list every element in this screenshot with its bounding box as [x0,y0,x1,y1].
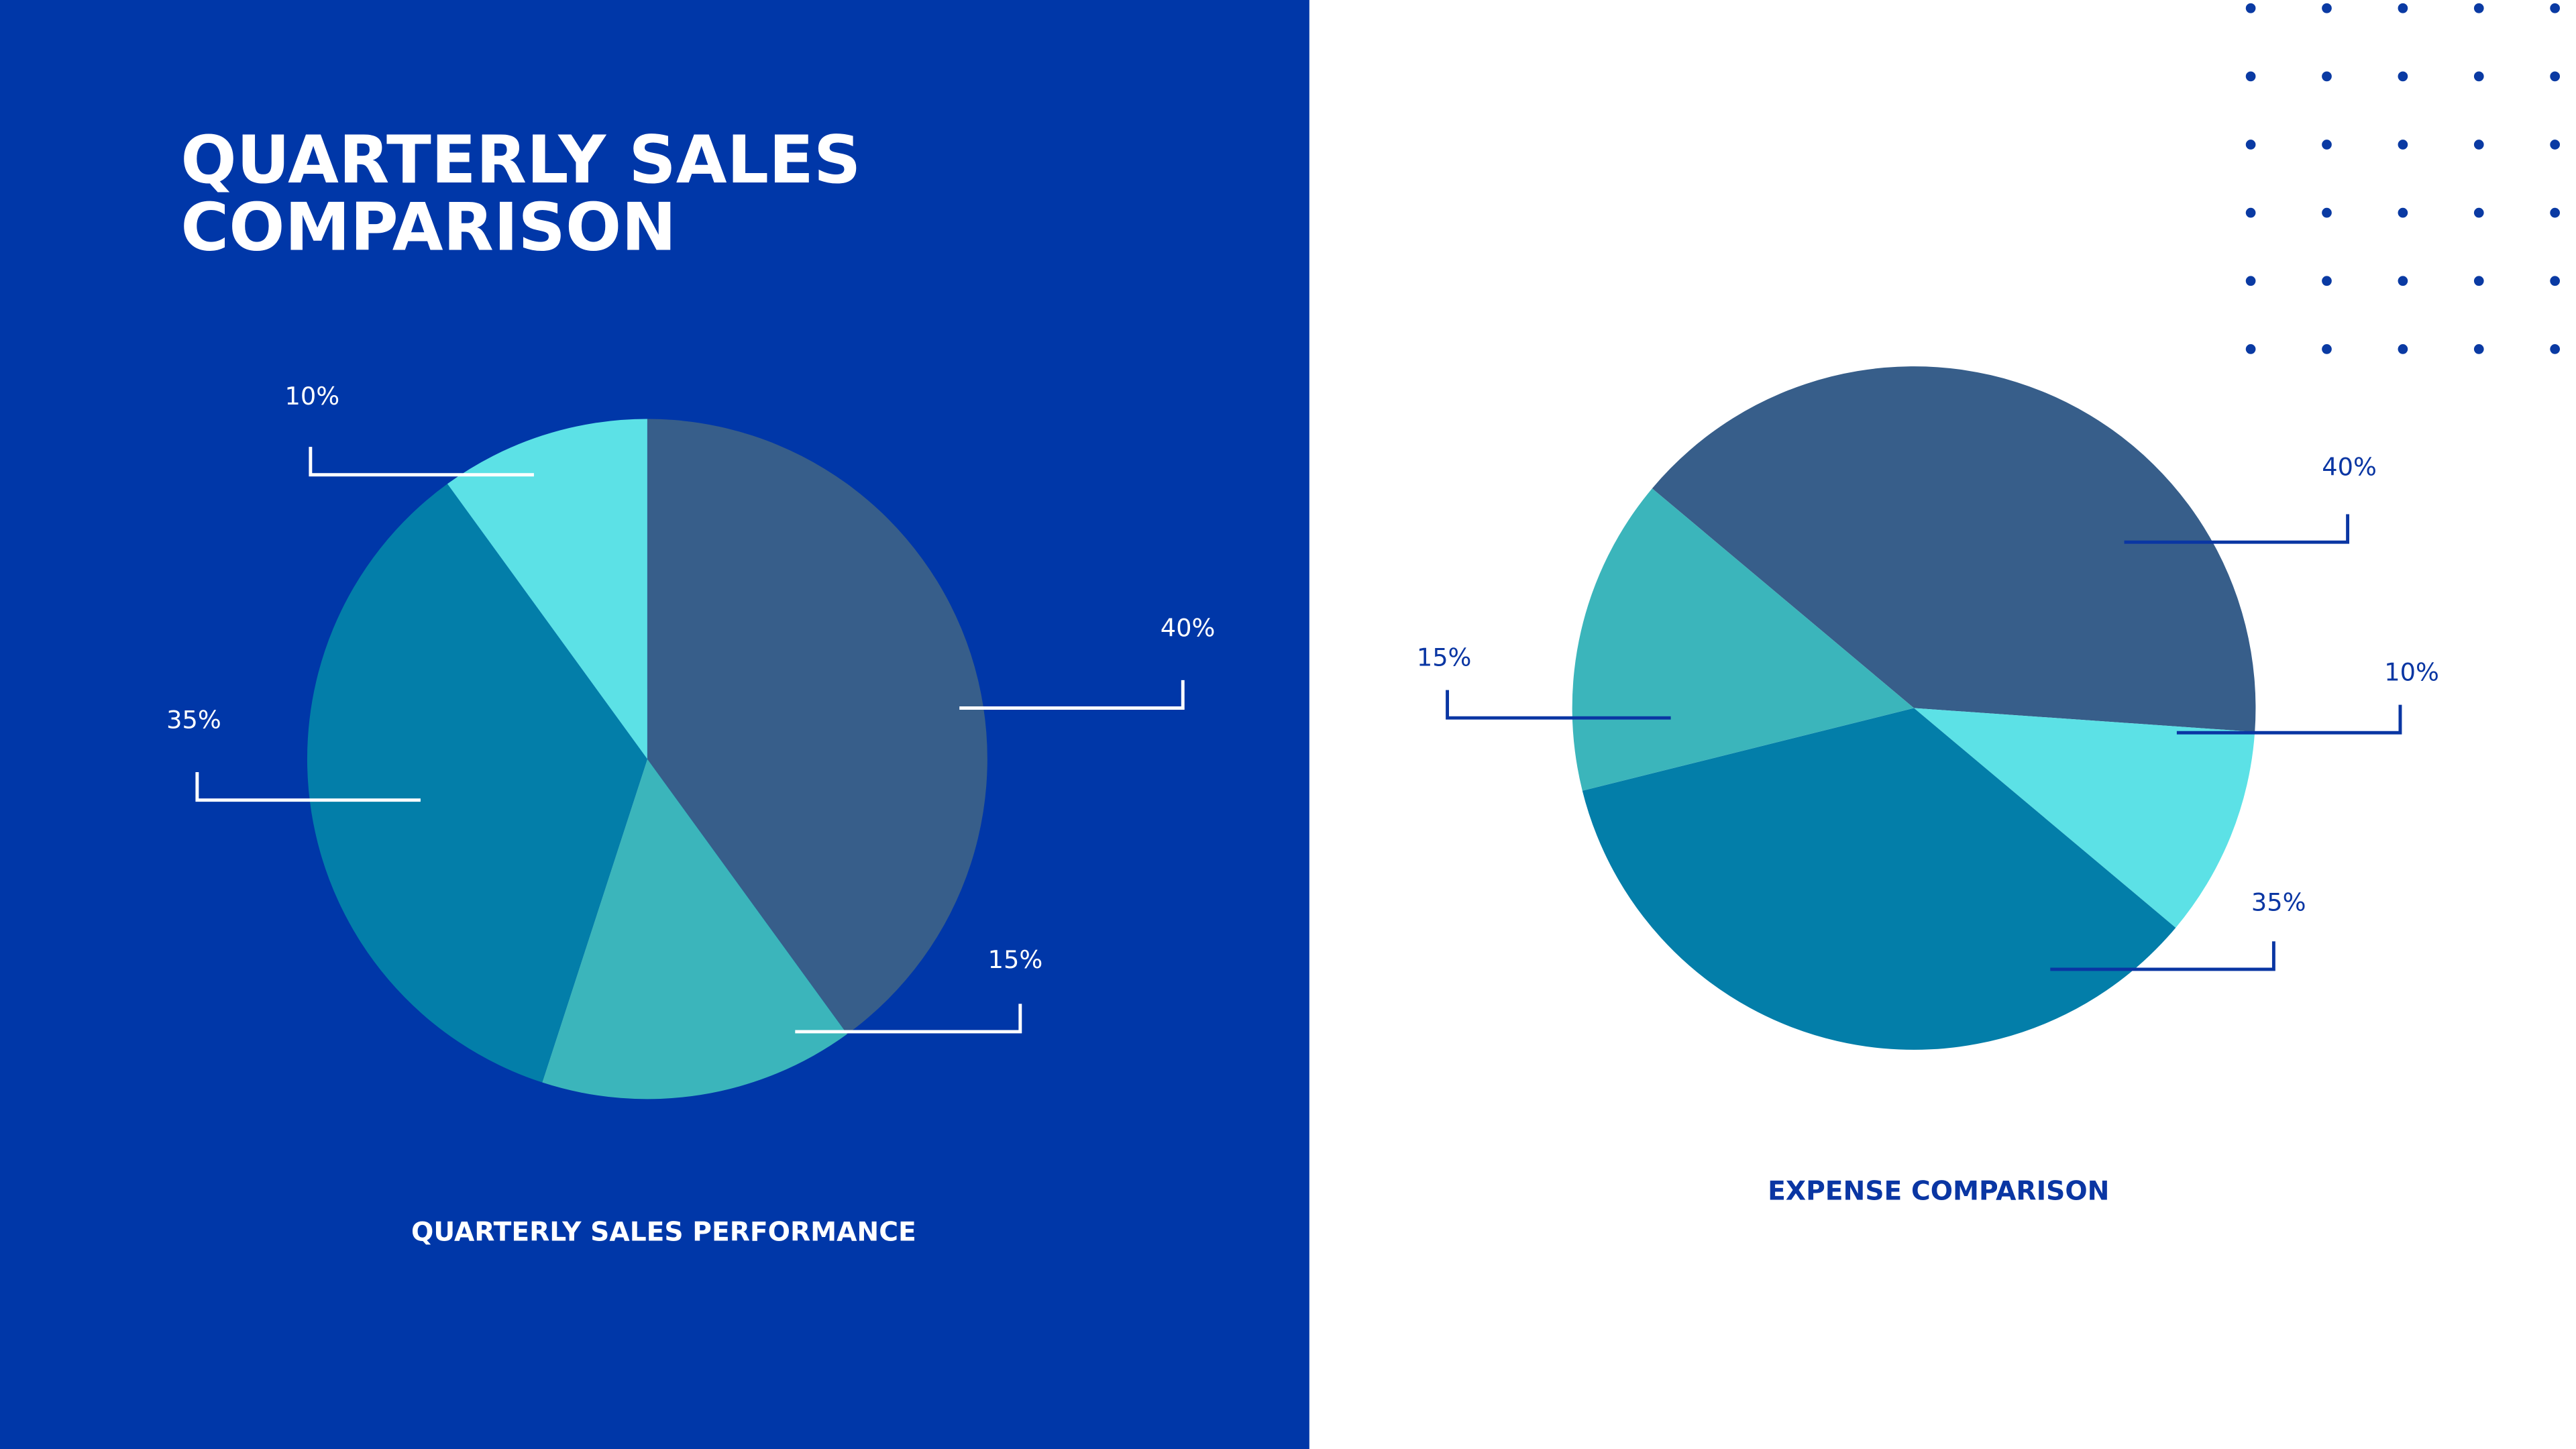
dot [2322,276,2332,286]
dot [2322,140,2332,150]
data-label: 35% [166,706,221,735]
dot [2473,140,2484,150]
dot [2398,3,2408,13]
dot [2398,344,2408,354]
data-label: 35% [2251,888,2306,916]
slide-title: QUARTERLY SALES COMPARISON [180,122,861,266]
pie-slice [307,484,647,1083]
dot [2473,344,2484,354]
title-line: QUARTERLY SALES [180,122,861,199]
data-label: 15% [1417,643,1472,672]
dot [2550,344,2560,354]
dot [2473,3,2484,13]
pie-slice [1582,708,2176,1050]
data-label: 10% [2384,658,2439,687]
leader-line [309,447,534,477]
title-line: COMPARISON [180,189,676,266]
dot [2398,276,2408,286]
dot [2550,3,2560,13]
data-label: 10% [284,382,339,411]
pie-slice [1572,488,1915,791]
leader-line [2124,514,2350,544]
pie-slice [447,419,647,759]
dot [2245,71,2256,82]
data-label: 40% [2322,452,2377,481]
data-label: 40% [1161,613,1216,642]
leader-line [1446,690,1671,720]
dot [2550,276,2560,286]
dot [2322,71,2332,82]
leader-line [195,772,421,802]
leader-line [2176,704,2402,735]
dot [2322,207,2332,218]
data-label: 15% [988,945,1043,974]
dot [2245,3,2256,13]
chart-title: EXPENSE COMPARISON [1768,1176,2109,1206]
dot [2398,71,2408,82]
dot [2245,207,2256,218]
leader-line [959,680,1185,710]
dot [2550,71,2560,82]
dot [2398,207,2408,218]
dot [2473,276,2484,286]
pie-slice [542,759,847,1099]
pie-slice [647,419,987,1034]
dot-pattern [2245,3,2560,354]
dot [2473,71,2484,82]
leader-line [2050,941,2275,971]
dot [2245,140,2256,150]
pie-slice [1652,366,2256,733]
dot [2245,344,2256,354]
dot [2245,276,2256,286]
dot [2322,344,2332,354]
dot [2550,140,2560,150]
dot [2322,3,2332,13]
chart-title: QUARTERLY SALES PERFORMANCE [411,1218,916,1248]
pie-slice [1914,708,2255,928]
pie-chart: 40% 15% 35% 10% QUARTERLY SALES PERFORMANCE [166,382,1215,1248]
dot [2398,140,2408,150]
leader-line [795,1004,1022,1034]
dot [2473,207,2484,218]
pie-chart: 40% 10% 35% 15% EXPENSE COMPARISON [1417,366,2439,1206]
dot [2550,207,2560,218]
